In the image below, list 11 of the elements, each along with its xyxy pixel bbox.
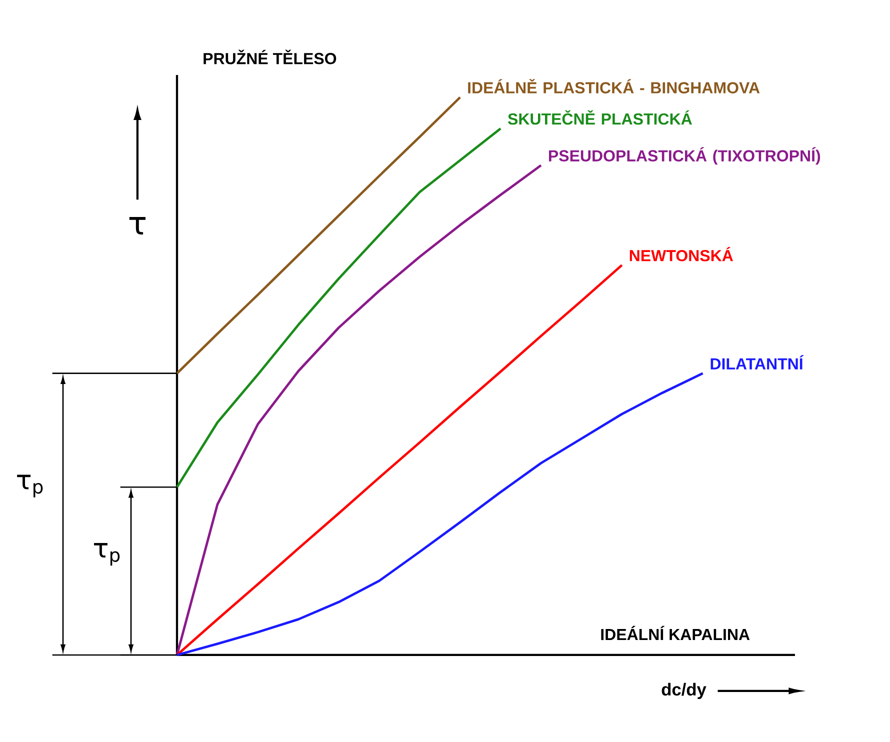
series-label: IDEÁLNĚ PLASTICKÁ - BINGHAMOVA (468, 78, 760, 94)
series-label: NEWTONSKÁ (630, 246, 733, 262)
series-label: SKUTEČNĚ PLASTICKÁ (508, 110, 692, 125)
annotation: IDEÁLNÍ KAPALINA (601, 626, 750, 640)
text: τ$_{p}$ (17, 474, 43, 498)
series-label: DILATANTNÍ (710, 355, 804, 370)
x-axis-title: dc/dy (662, 682, 706, 700)
series-label: PSEUDOPLASTICKÁ (TIXOTROPNÍ) (549, 147, 820, 165)
text: τ$_{p}$ (94, 542, 120, 566)
y-axis-title: τ (129, 217, 146, 235)
text: PRUŽNÉ TĚLESO (204, 50, 336, 64)
